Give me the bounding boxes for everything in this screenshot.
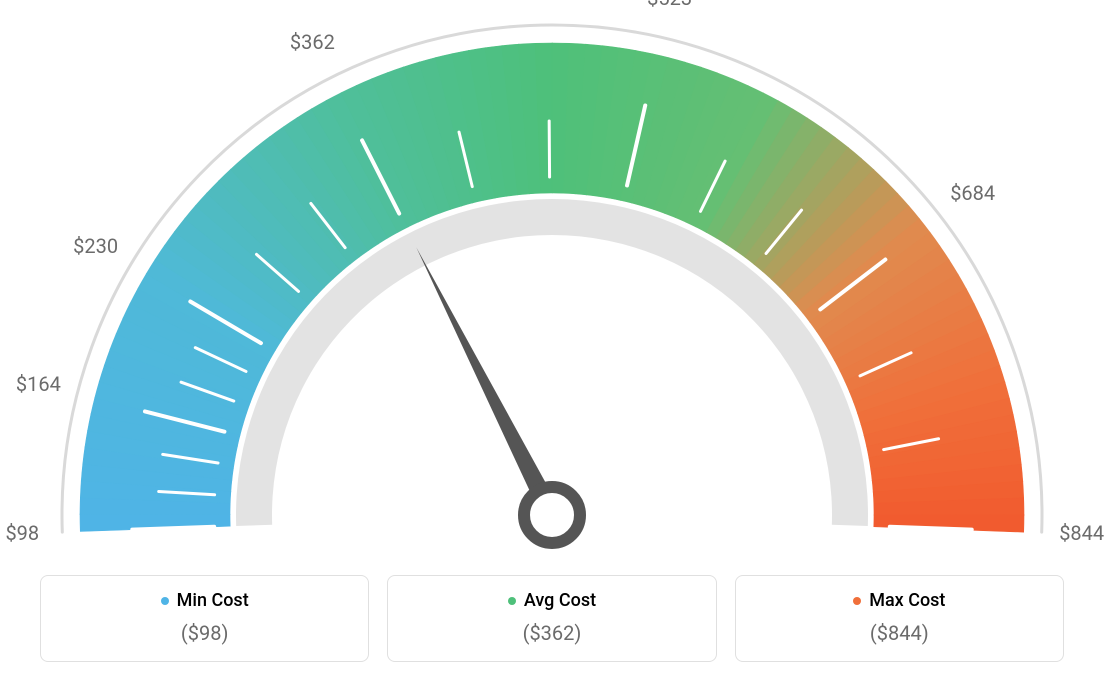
legend-avg-cost: Avg Cost ($362)	[387, 575, 716, 663]
gauge-tick-label: $844	[1059, 521, 1104, 545]
gauge-tick-label: $98	[5, 521, 39, 545]
legend-max-title: Max Cost	[853, 590, 945, 611]
legend-min-cost: Min Cost ($98)	[40, 575, 369, 663]
legend-row: Min Cost ($98) Avg Cost ($362) Max Cost …	[0, 575, 1104, 663]
legend-max-dot	[853, 597, 861, 605]
legend-min-title: Min Cost	[161, 590, 249, 611]
legend-avg-label: Avg Cost	[524, 590, 596, 611]
gauge-tick-label: $230	[73, 234, 118, 258]
legend-max-label: Max Cost	[869, 590, 945, 611]
gauge-tick-label: $164	[16, 372, 61, 396]
legend-max-value: ($844)	[746, 621, 1053, 645]
gauge-svg	[0, 0, 1104, 560]
legend-min-label: Min Cost	[177, 590, 249, 611]
legend-avg-value: ($362)	[398, 621, 705, 645]
legend-min-value: ($98)	[51, 621, 358, 645]
gauge-tick-label: $684	[950, 181, 995, 205]
legend-min-dot	[161, 597, 169, 605]
gauge-tick-label: $362	[290, 30, 335, 54]
gauge-tick-label: $523	[647, 0, 692, 10]
legend-avg-title: Avg Cost	[508, 590, 596, 611]
legend-max-cost: Max Cost ($844)	[735, 575, 1064, 663]
cost-gauge: $98 $164 $230 $362 $523 $684 $844	[0, 0, 1104, 560]
legend-avg-dot	[508, 597, 516, 605]
